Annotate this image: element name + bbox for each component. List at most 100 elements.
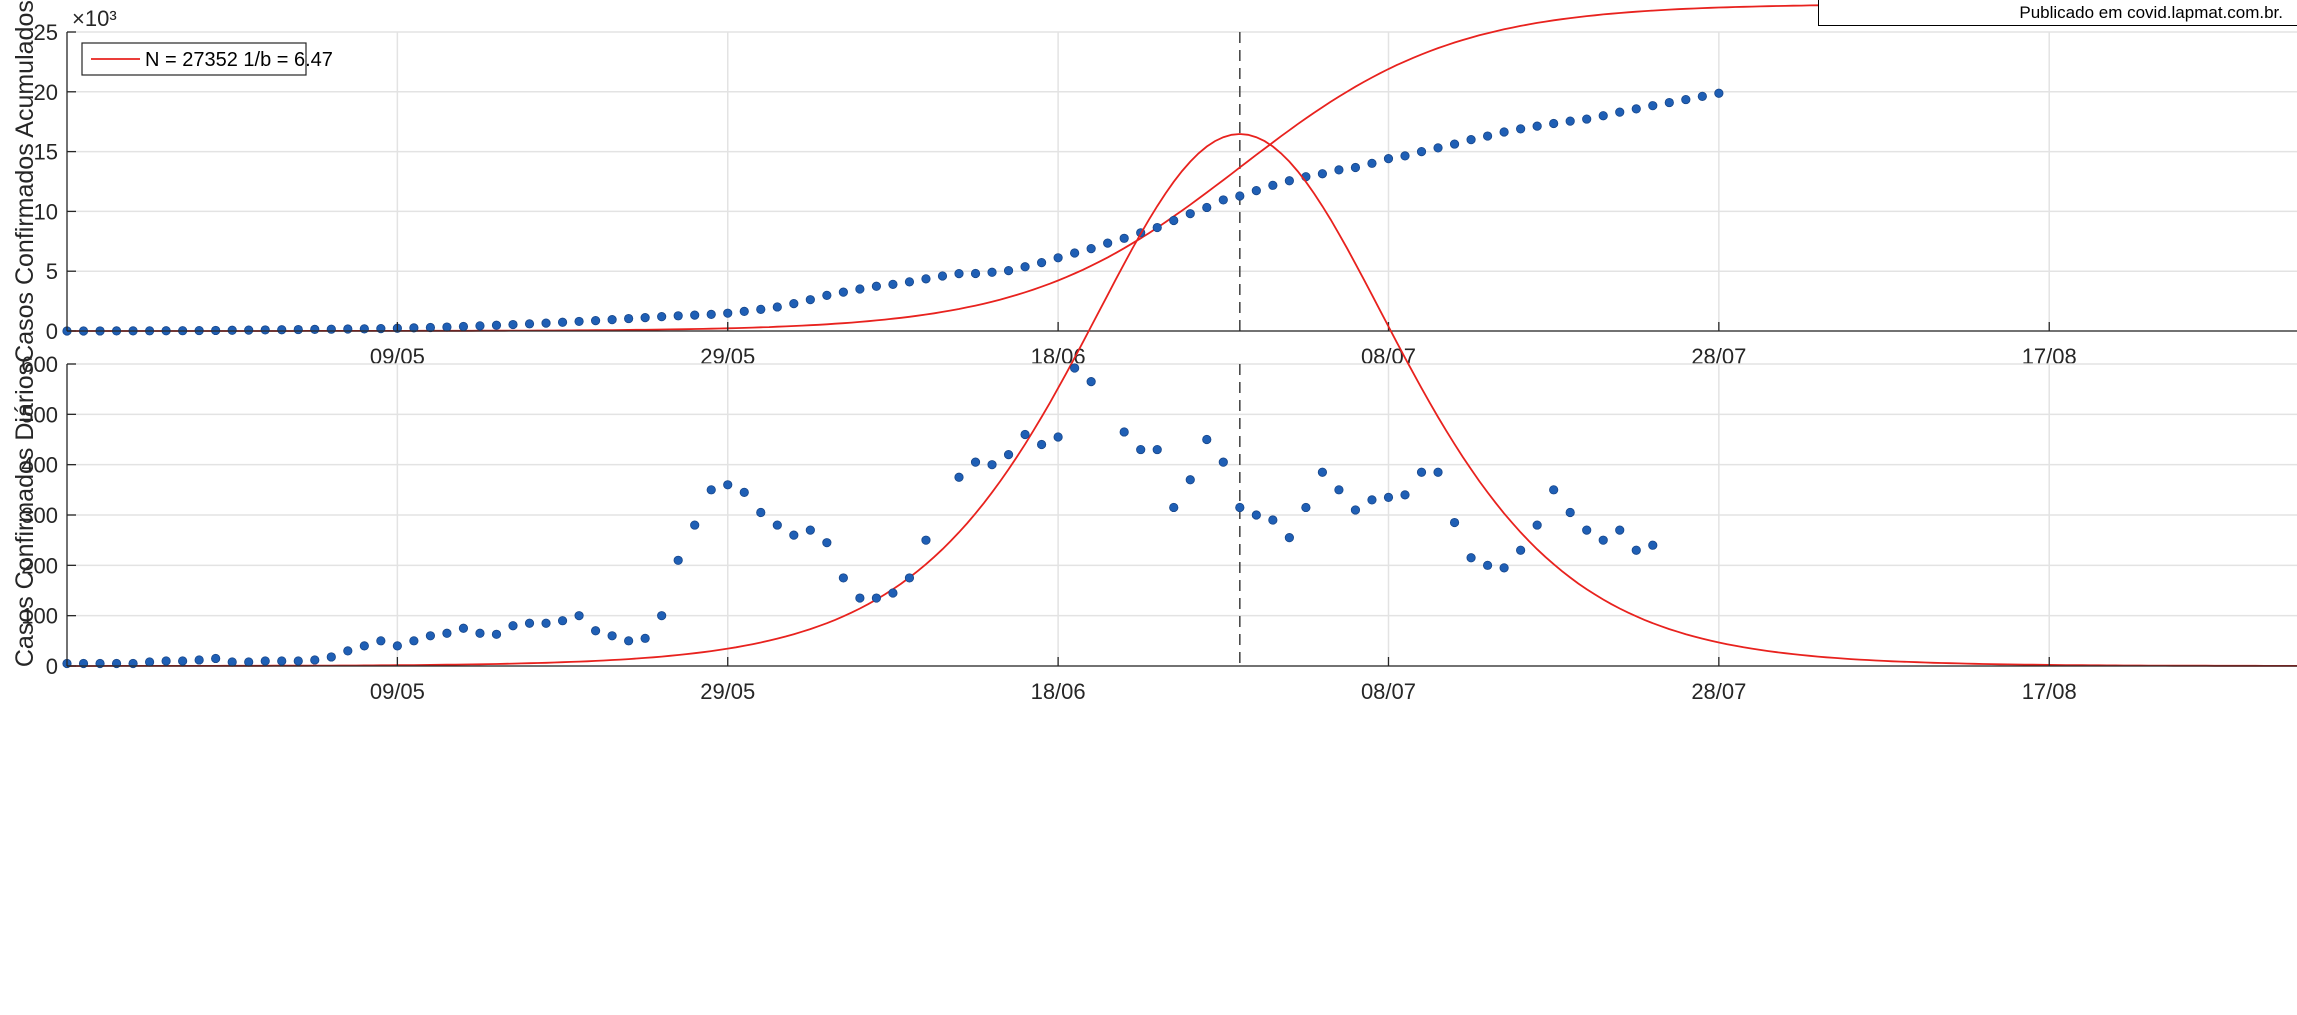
observed-point [871,281,882,291]
y-tick-label: 15 [34,140,58,165]
observed-point [805,525,815,535]
observed-point [1482,131,1493,141]
observed-point [1070,363,1080,373]
observed-point [1516,545,1526,555]
observed-point [557,616,568,626]
observed-point [409,636,419,646]
observed-point [590,626,601,636]
observed-point [409,323,419,333]
observed-point [343,646,353,656]
observed-point [1086,377,1096,387]
observed-point [277,325,287,335]
observed-point [921,274,931,284]
observed-point [260,656,270,666]
observed-point [1383,154,1394,164]
observed-point [690,520,700,530]
observed-point [772,520,782,530]
observed-point [574,611,584,621]
observed-point [1020,262,1030,272]
observed-point [1119,233,1129,243]
observed-point [310,655,320,665]
observed-point [524,319,535,329]
observed-point [1119,427,1129,437]
observed-point [161,656,171,666]
observed-point [293,656,303,666]
observed-point [789,299,799,309]
observed-point [524,618,535,628]
legend: N = 27352 1/b = 6.47 [81,42,333,76]
observed-point [508,621,518,631]
observed-point [144,657,155,667]
observed-point [789,530,799,540]
observed-point [888,588,898,598]
observed-point [1598,535,1608,545]
observed-point [425,631,436,641]
observed-point [1664,97,1674,108]
observed-point [888,279,898,289]
observed-point [1499,127,1509,137]
x-tick-label: 18/06 [1031,679,1086,704]
y-tick-label: 25 [34,20,58,45]
observed-point [1433,467,1443,477]
observed-point [1036,439,1047,450]
observed-point [855,593,865,603]
observed-point [822,538,832,548]
observed-point [838,573,848,583]
y-axis-label: Casos Confirmados Acumulados [11,0,39,363]
observed-point [1532,520,1542,530]
observed-point [458,321,469,332]
observed-point [706,485,716,495]
observed-point [326,652,336,662]
observed-point [508,319,518,330]
observed-point [1235,191,1245,201]
observed-point [739,306,749,316]
legend-label: N = 27352 1/b = 6.47 [145,49,333,71]
observed-point [822,290,832,300]
observed-point [871,593,882,603]
observed-point [359,641,369,651]
observed-point [607,631,617,641]
observed-point [1466,135,1476,145]
observed-point [1565,507,1575,518]
observed-point [723,308,733,318]
observed-point [1086,243,1096,254]
observed-point [1317,467,1328,477]
observed-point [1284,176,1294,186]
observed-point [1648,101,1658,111]
observed-point [574,316,584,327]
observed-point [590,315,601,326]
observed-point [1218,457,1228,467]
observed-point [1615,525,1625,535]
observed-point [838,287,848,297]
observed-point [1020,429,1030,440]
observed-point [1631,104,1641,114]
observed-point [937,271,948,281]
observed-point [1053,432,1063,442]
x-tick-label: 28/07 [1691,679,1746,704]
observed-point [1367,158,1377,168]
observed-point [310,324,320,334]
observed-point [227,657,237,667]
y-tick-label: 300 [21,503,58,528]
observed-point [376,636,386,646]
x-tick-label: 17/08 [2022,679,2077,704]
y-axis-label: Casos Confirmados Diários [11,363,39,667]
observed-point [475,321,485,331]
observed-point [657,611,667,621]
x-tick-label: 08/07 [1361,679,1416,704]
observed-point [1103,238,1113,248]
observed-point [1400,490,1410,500]
y-tick-label: 20 [34,80,58,105]
observed-point [1631,545,1641,555]
observed-point [1152,444,1162,455]
observed-point [425,322,436,333]
observed-point [293,324,303,335]
observed-point [1169,215,1179,226]
observed-point [442,628,452,638]
observed-point [1598,111,1608,121]
observed-point [1383,492,1394,502]
observed-point [1169,502,1179,513]
